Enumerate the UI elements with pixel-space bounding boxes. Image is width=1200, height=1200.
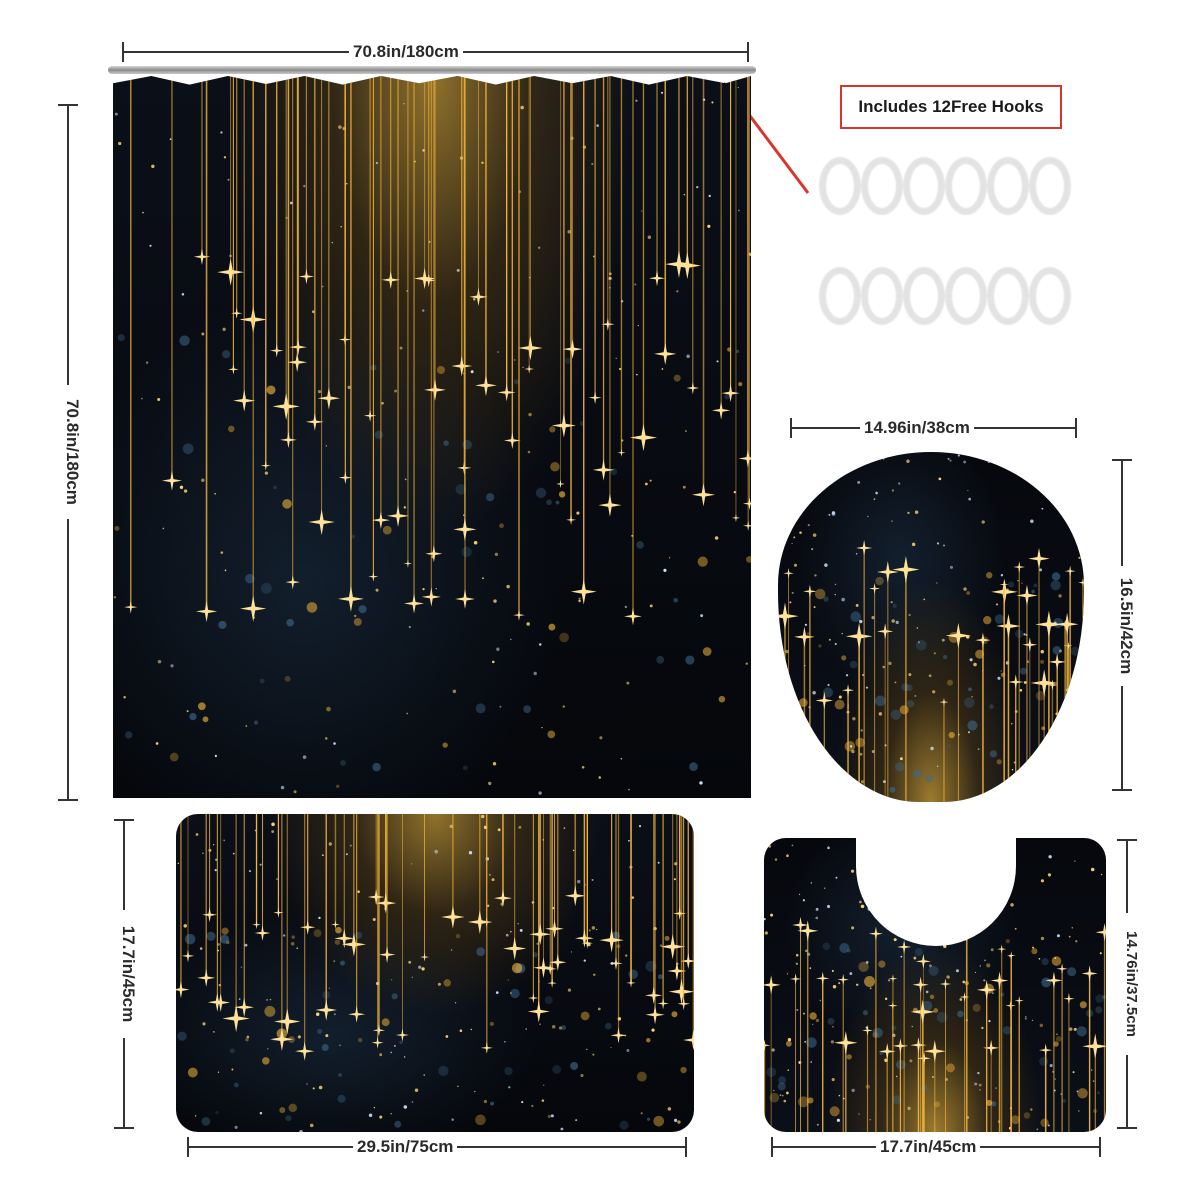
- hook-ring: [862, 158, 902, 214]
- hook-ring: [1030, 158, 1070, 214]
- hook-ring: [988, 158, 1028, 214]
- hook-ring: [862, 268, 902, 324]
- hook-ring: [904, 158, 944, 214]
- contour-mat: [764, 838, 1106, 1132]
- curtain-rod: [108, 66, 756, 74]
- contour-mat-pattern: [764, 844, 1106, 1132]
- bath-mat: [176, 814, 694, 1132]
- lid-height-label: 16.5in/42cm: [1116, 566, 1136, 686]
- hook-ring: [946, 158, 986, 214]
- lid-pattern: [778, 452, 1084, 802]
- hooks-callout-text: Includes 12Free Hooks: [858, 97, 1044, 116]
- lid-width-label: 14.96in/38cm: [860, 418, 974, 438]
- curtain-height-label: 70.8in/180cm: [62, 385, 82, 519]
- toilet-lid-cover: [778, 452, 1084, 802]
- shower-curtain: [113, 76, 751, 798]
- bath-mat-pattern: [176, 814, 694, 1132]
- hook-ring: [820, 158, 860, 214]
- curtain-width-label: 70.8in/180cm: [349, 42, 463, 62]
- bath-mat-width-label: 29.5in/75cm: [353, 1137, 458, 1157]
- hooks-callout: Includes 12Free Hooks: [840, 85, 1062, 129]
- curtain-pattern: [113, 76, 751, 795]
- contour-mat-height-label: 14.76in/37.5cm: [1121, 913, 1141, 1055]
- hook-ring: [1030, 268, 1070, 324]
- hook-ring: [820, 268, 860, 324]
- contour-mat-width-label: 17.7in/45cm: [876, 1137, 981, 1157]
- hook-ring: [988, 268, 1028, 324]
- bath-mat-height-label: 17.7in/45cm: [118, 910, 138, 1038]
- hook-ring: [946, 268, 986, 324]
- hook-ring: [904, 268, 944, 324]
